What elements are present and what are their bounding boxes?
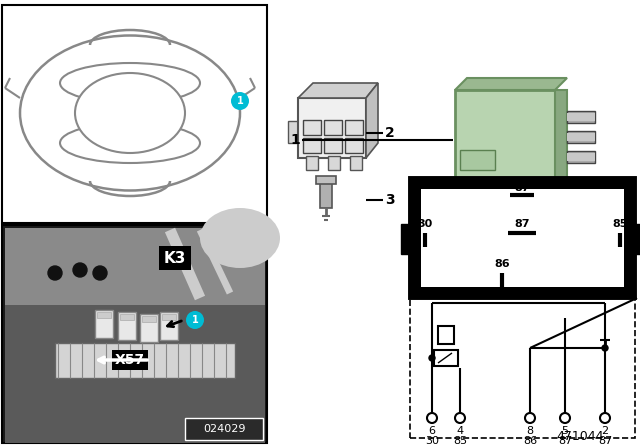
Bar <box>97 312 111 318</box>
Bar <box>303 120 321 135</box>
Bar <box>629 224 640 254</box>
Text: 30: 30 <box>417 219 433 229</box>
Bar <box>95 310 113 338</box>
Bar <box>350 156 362 170</box>
Bar <box>324 120 342 135</box>
Text: 85: 85 <box>612 219 628 229</box>
Text: 87: 87 <box>515 219 530 229</box>
Text: 1: 1 <box>237 96 243 106</box>
Bar <box>298 98 366 158</box>
Bar <box>421 189 624 287</box>
Bar <box>401 224 416 254</box>
Polygon shape <box>298 83 378 98</box>
Bar <box>567 151 595 163</box>
Text: 30: 30 <box>425 436 439 446</box>
Bar <box>345 120 363 135</box>
Polygon shape <box>555 90 567 180</box>
Bar <box>320 178 332 208</box>
Circle shape <box>525 413 535 423</box>
Ellipse shape <box>20 35 240 190</box>
Bar <box>567 131 595 143</box>
Bar <box>2 225 267 443</box>
Bar <box>142 316 156 322</box>
Bar <box>306 156 318 170</box>
Circle shape <box>186 311 204 329</box>
Text: 87: 87 <box>598 436 612 446</box>
Text: 024029: 024029 <box>203 424 245 434</box>
Text: 2: 2 <box>385 126 395 140</box>
Circle shape <box>602 345 608 351</box>
Bar <box>567 133 595 141</box>
Text: 87: 87 <box>558 436 572 446</box>
Bar <box>140 314 158 342</box>
Polygon shape <box>366 83 378 158</box>
Text: 86: 86 <box>523 436 537 446</box>
Bar <box>118 312 136 340</box>
Bar <box>55 343 235 378</box>
Circle shape <box>429 355 435 361</box>
Bar <box>438 326 454 344</box>
Polygon shape <box>455 78 567 90</box>
Text: 2: 2 <box>602 426 609 436</box>
Bar <box>345 138 363 153</box>
Text: 6: 6 <box>429 426 435 436</box>
Text: 471044: 471044 <box>556 430 604 443</box>
Circle shape <box>427 413 437 423</box>
Bar <box>5 228 265 308</box>
Bar <box>185 418 263 440</box>
Bar <box>455 90 555 180</box>
Ellipse shape <box>75 73 185 153</box>
Ellipse shape <box>200 208 280 268</box>
Bar <box>460 150 495 170</box>
Circle shape <box>455 413 465 423</box>
Text: 87: 87 <box>515 183 530 193</box>
Text: 4: 4 <box>456 426 463 436</box>
Circle shape <box>73 263 87 277</box>
Text: 1: 1 <box>291 133 300 147</box>
Bar <box>567 113 595 121</box>
Bar <box>162 314 176 320</box>
Text: 3: 3 <box>385 193 395 207</box>
Circle shape <box>560 413 570 423</box>
Bar <box>160 312 178 340</box>
Bar <box>120 314 134 320</box>
Circle shape <box>93 266 107 280</box>
Text: 8: 8 <box>527 426 534 436</box>
Ellipse shape <box>60 123 200 163</box>
Bar <box>324 138 342 153</box>
Bar <box>303 138 321 153</box>
Bar <box>5 305 265 443</box>
Text: 85: 85 <box>453 436 467 446</box>
Bar <box>2 5 267 223</box>
Bar <box>415 183 630 293</box>
Bar <box>567 111 595 123</box>
Text: 1: 1 <box>191 315 198 325</box>
Ellipse shape <box>60 63 200 103</box>
Circle shape <box>600 413 610 423</box>
Bar <box>316 176 336 184</box>
Bar <box>567 153 595 161</box>
Text: K3: K3 <box>164 250 186 266</box>
Circle shape <box>48 266 62 280</box>
Text: 5: 5 <box>561 426 568 436</box>
Text: 86: 86 <box>494 259 510 269</box>
Bar <box>410 298 635 438</box>
Text: X57: X57 <box>115 353 145 367</box>
Bar <box>288 121 300 143</box>
Circle shape <box>231 92 249 110</box>
Bar <box>434 350 458 366</box>
Bar <box>328 156 340 170</box>
